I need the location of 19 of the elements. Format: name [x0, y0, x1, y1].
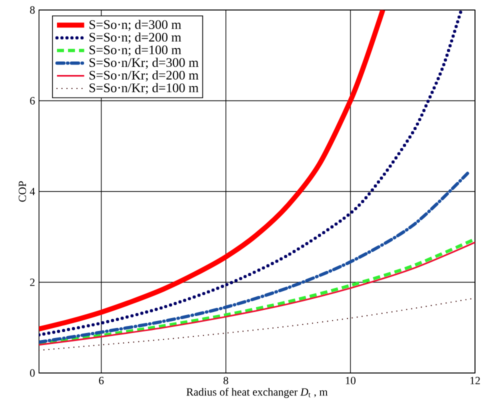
legend-label: S=So·n; d=100 m	[90, 45, 182, 56]
legend-label: S=So·n; d=200 m	[90, 32, 182, 44]
x-tick-label: 8	[224, 376, 228, 384]
line-series	[39, 10, 463, 336]
legend-label: S=So·n/Kr; d=200 m	[90, 70, 198, 82]
legend-label: S=So·n/Kr; d=300 m	[90, 58, 198, 69]
y-tick-label: 6	[30, 97, 35, 104]
y-axis-title: COP	[18, 181, 26, 202]
y-tick-label: 0	[30, 369, 35, 377]
legend-label: S=So·n/Kr; d=100 m	[90, 83, 198, 94]
x-tick-label: 12	[470, 376, 480, 384]
y-tick-label: 4	[30, 188, 35, 196]
legend-label: S=So·n; d=300 m	[90, 20, 182, 31]
x-tick-label: 6	[99, 376, 104, 384]
x-tick-label: 10	[346, 376, 356, 384]
y-tick-label: 2	[30, 278, 35, 286]
line-series	[39, 172, 470, 344]
y-tick-label: 8	[30, 6, 35, 14]
x-axis-title: Radius of heat exchanger D$_{t}$ , m	[186, 388, 328, 398]
